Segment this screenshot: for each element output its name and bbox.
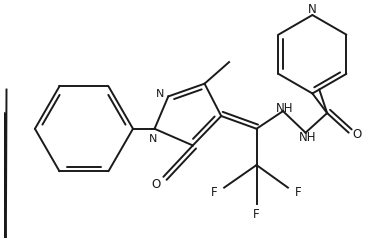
Text: F: F (253, 208, 260, 221)
Text: F: F (211, 186, 218, 199)
Text: N: N (308, 3, 317, 16)
Text: N: N (156, 89, 165, 99)
Text: O: O (151, 178, 160, 191)
Text: NH: NH (276, 102, 294, 115)
Text: F: F (295, 186, 301, 199)
Text: N: N (149, 134, 157, 144)
Text: NH: NH (299, 131, 316, 144)
Text: O: O (352, 128, 361, 141)
